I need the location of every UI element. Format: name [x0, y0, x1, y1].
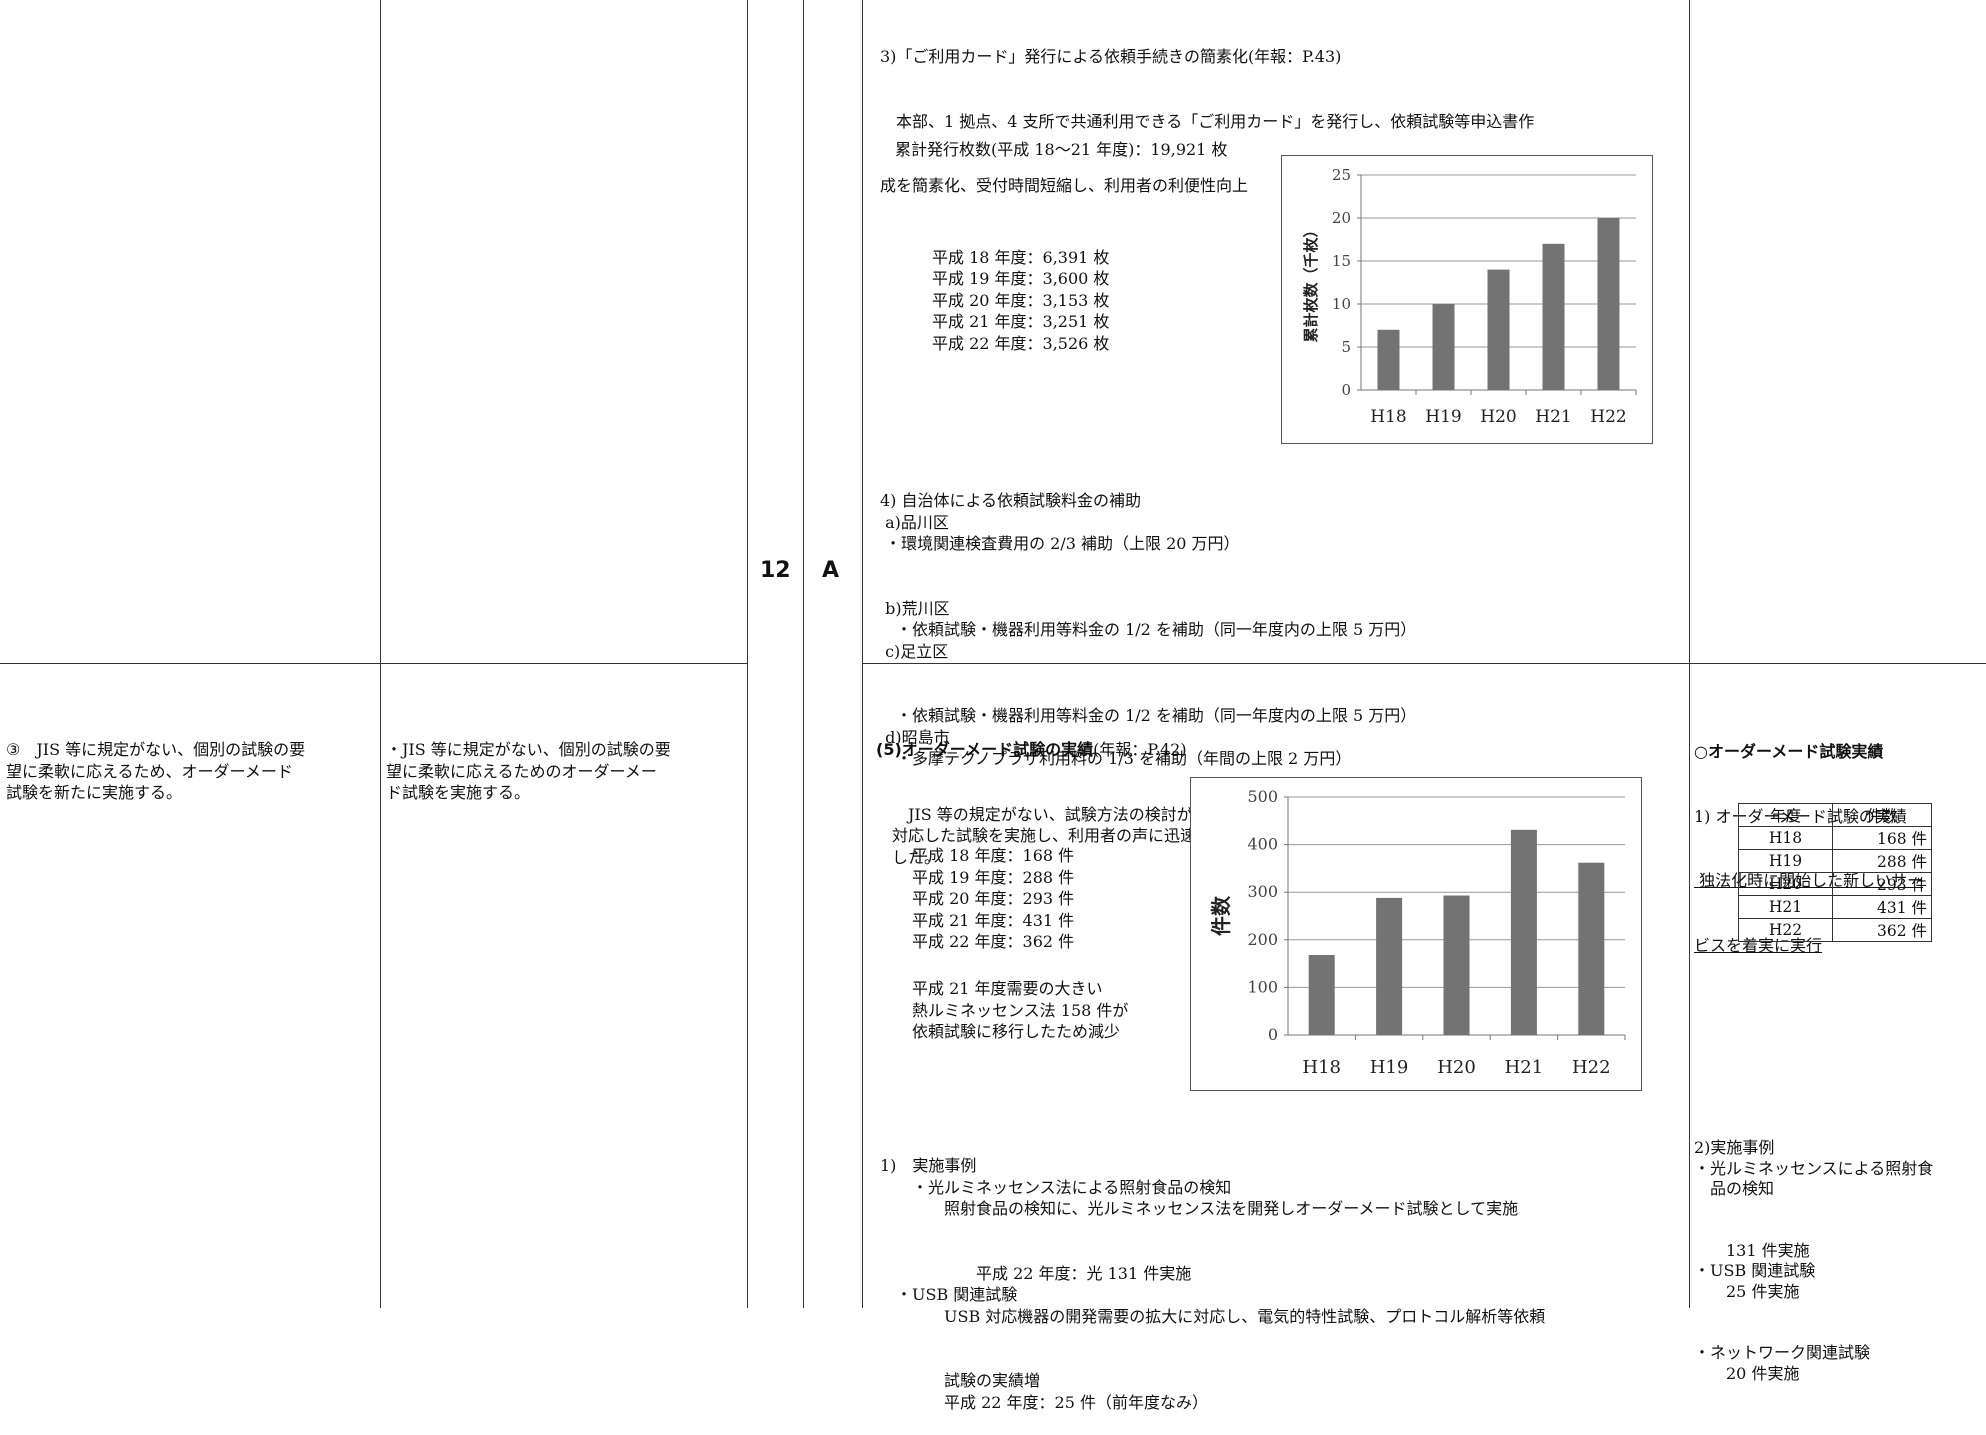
x-tick-label: H18 [1370, 407, 1406, 427]
card-heading: 3)「ご利用カード」発行による依頼手続きの簡素化(年報：P.43) [880, 47, 1342, 66]
table-row: H22 362 件 [1738, 918, 1932, 942]
right-examples: 2)実施事例 ・光ルミネッセンスによる照射食 品の検知 131 件実施 ・USB 関… [1694, 1138, 1934, 1383]
bar-H22 [1597, 218, 1620, 390]
y-axis-label: 件数 [1209, 895, 1233, 936]
y-tick-label: 20 [1332, 209, 1351, 227]
row-divider [862, 663, 1986, 664]
row-number: 12 [760, 558, 791, 583]
x-tick-label: H22 [1572, 1057, 1611, 1078]
order-years: 平成 18 年度：168 件平成 19 年度：288 件平成 20 年度：293… [912, 846, 1075, 951]
order-examples: 1) 実施事例 ・光ルミネッセンス法による照射食品の検知 照射食品の検知に、光ル… [880, 1156, 1546, 1412]
table-row: H18 168 件 [1738, 826, 1932, 850]
bar-H18 [1377, 329, 1400, 390]
card-total: 累計発行枚数(平成 18～21 年度)：19,921 枚 [895, 140, 1228, 159]
bar-H18 [1308, 955, 1335, 1035]
x-tick-label: H22 [1590, 407, 1626, 427]
x-tick-label: H20 [1437, 1057, 1476, 1078]
y-tick-label: 300 [1247, 882, 1278, 901]
card-stats: 累計発行枚数(平成 18～21 年度)：19,921 枚 平成 18 年度：6,… [895, 140, 1228, 353]
y-tick-label: 500 [1247, 787, 1278, 806]
order-count-table: 年度 件数 H18 168 件 H19 288 件 H20 293 件 H21 431 … [1738, 803, 1932, 942]
y-tick-label: 10 [1332, 295, 1351, 313]
x-tick-label: H20 [1480, 407, 1516, 427]
x-tick-label: H21 [1505, 1057, 1544, 1078]
bar-H22 [1578, 862, 1605, 1035]
y-tick-label: 5 [1341, 338, 1351, 356]
row-divider [0, 663, 747, 664]
table-row: H21 431 件 [1738, 895, 1932, 919]
table-border [862, 0, 863, 1308]
y-tick-label: 0 [1268, 1025, 1278, 1044]
subsidy-section: 4) 自治体による依頼試験料金の補助 a)品川区 ・環境関連検査費用の 2/3 … [880, 491, 1417, 768]
card-section: 3)「ご利用カード」発行による依頼手続きの簡素化(年報：P.43) 本部、1 拠… [880, 47, 1535, 195]
annual-plan-text: ・JIS 等に規定がない、個別の試験の要 望に柔軟に応えるためのオーダーメー ド試験… [386, 740, 671, 802]
table-row: H20 293 件 [1738, 872, 1932, 896]
bar-H19 [1432, 304, 1455, 390]
x-tick-label: H21 [1535, 407, 1571, 427]
order-heading: (5)オーダーメード試験の実績 [876, 740, 1094, 759]
table-row: H19 288 件 [1738, 849, 1932, 873]
table-border [1689, 0, 1690, 1308]
y-tick-label: 25 [1332, 166, 1351, 184]
y-tick-label: 15 [1332, 252, 1351, 270]
y-tick-label: 100 [1247, 977, 1278, 996]
x-tick-label: H19 [1425, 407, 1461, 427]
bar-H19 [1376, 897, 1403, 1035]
bar-H21 [1542, 243, 1565, 390]
y-axis-label: 累計枚数（千枚） [1302, 222, 1320, 342]
x-tick-label: H18 [1302, 1057, 1341, 1078]
table-border [380, 0, 381, 1308]
right-title: ○オーダーメード試験実績 [1694, 742, 1884, 761]
bar-H21 [1510, 829, 1537, 1035]
y-tick-label: 400 [1247, 835, 1278, 854]
y-tick-label: 0 [1341, 381, 1351, 399]
y-tick-label: 200 [1247, 930, 1278, 949]
mid-term-plan-text: ③ JIS 等に規定がない、個別の試験の要 望に柔軟に応えるため、オーダーメード試… [6, 740, 306, 802]
table-border [747, 0, 748, 1308]
x-tick-label: H19 [1370, 1057, 1409, 1078]
bar-H20 [1487, 269, 1510, 390]
bar-H20 [1443, 895, 1470, 1035]
order-count-chart: 0 100 200 300 400 500 H18 H19 H20 H21 H22 件数 [1190, 777, 1642, 1091]
order-note: 平成 21 年度需要の大きい 熱ルミネッセンス法 158 件が 依頼試験に移行したた… [912, 979, 1129, 1041]
card-cumulative-chart: 0 5 10 15 20 25 H18 H19 H20 H21 H22 累計枚数（千枚） [1281, 155, 1653, 444]
grade-label: A [822, 558, 840, 583]
table-border [803, 0, 804, 1308]
table-header-row: 年度 件数 [1738, 803, 1932, 827]
